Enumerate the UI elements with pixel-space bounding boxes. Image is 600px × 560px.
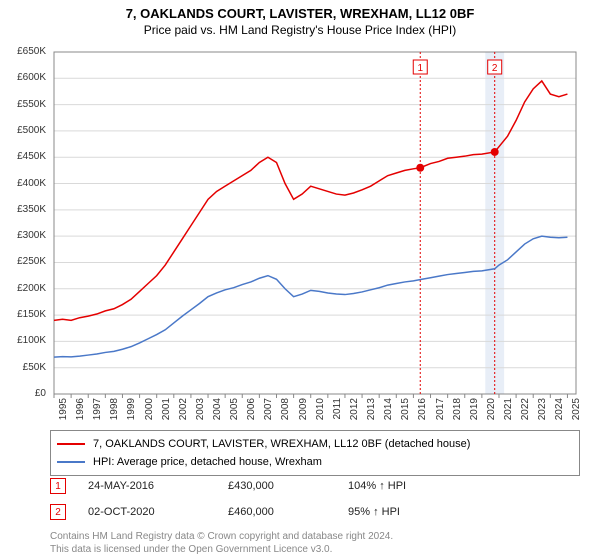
y-tick-label: £600K (0, 72, 46, 83)
x-tick-label: 2016 (417, 398, 428, 428)
chart-subtitle: Price paid vs. HM Land Registry's House … (0, 21, 600, 37)
sale-date: 02-OCT-2020 (88, 506, 228, 518)
chart-svg: 12 (50, 48, 580, 398)
x-tick-label: 2005 (229, 398, 240, 428)
legend-label: HPI: Average price, detached house, Wrex… (93, 456, 322, 468)
sale-pct: 104% ↑ HPI (348, 480, 488, 492)
y-tick-label: £50K (0, 362, 46, 373)
y-tick-label: £300K (0, 230, 46, 241)
sale-price: £430,000 (228, 480, 348, 492)
x-tick-label: 1995 (58, 398, 69, 428)
sale-pct: 95% ↑ HPI (348, 506, 488, 518)
x-tick-label: 2013 (366, 398, 377, 428)
x-tick-label: 2011 (332, 398, 343, 428)
x-tick-label: 2001 (161, 398, 172, 428)
x-tick-label: 2003 (195, 398, 206, 428)
x-tick-label: 2000 (144, 398, 155, 428)
sale-date: 24-MAY-2016 (88, 480, 228, 492)
y-tick-label: £400K (0, 178, 46, 189)
x-tick-label: 1997 (92, 398, 103, 428)
x-tick-label: 2015 (400, 398, 411, 428)
x-tick-label: 2002 (178, 398, 189, 428)
x-tick-label: 2017 (435, 398, 446, 428)
x-tick-label: 2022 (520, 398, 531, 428)
y-tick-label: £350K (0, 204, 46, 215)
x-tick-label: 2007 (263, 398, 274, 428)
sale-marker: 2 (50, 504, 66, 520)
price-chart: 12 (50, 48, 580, 398)
sale-row: 1 24-MAY-2016 £430,000 104% ↑ HPI (50, 478, 580, 494)
sale-marker: 1 (50, 478, 66, 494)
x-tick-label: 2006 (246, 398, 257, 428)
x-tick-label: 2018 (452, 398, 463, 428)
y-tick-label: £450K (0, 151, 46, 162)
x-tick-label: 2019 (469, 398, 480, 428)
x-tick-label: 2025 (571, 398, 582, 428)
y-tick-label: £100K (0, 335, 46, 346)
x-tick-label: 1996 (75, 398, 86, 428)
svg-text:2: 2 (492, 63, 498, 74)
y-tick-label: £500K (0, 125, 46, 136)
x-tick-label: 2014 (383, 398, 394, 428)
legend: 7, OAKLANDS COURT, LAVISTER, WREXHAM, LL… (50, 430, 580, 476)
x-tick-label: 2009 (298, 398, 309, 428)
x-tick-label: 1999 (126, 398, 137, 428)
x-tick-label: 2023 (537, 398, 548, 428)
legend-label: 7, OAKLANDS COURT, LAVISTER, WREXHAM, LL… (93, 438, 470, 450)
y-tick-label: £250K (0, 256, 46, 267)
x-tick-label: 2012 (349, 398, 360, 428)
legend-item: 7, OAKLANDS COURT, LAVISTER, WREXHAM, LL… (57, 435, 573, 453)
x-tick-label: 2020 (486, 398, 497, 428)
x-tick-label: 2004 (212, 398, 223, 428)
y-tick-label: £0 (0, 388, 46, 399)
x-tick-label: 2008 (280, 398, 291, 428)
sale-price: £460,000 (228, 506, 348, 518)
y-tick-label: £150K (0, 309, 46, 320)
x-tick-label: 2010 (315, 398, 326, 428)
y-tick-label: £200K (0, 283, 46, 294)
legend-swatch (57, 443, 85, 445)
y-tick-label: £550K (0, 99, 46, 110)
y-tick-label: £650K (0, 46, 46, 57)
footer-attribution: Contains HM Land Registry data © Crown c… (50, 531, 580, 556)
legend-item: HPI: Average price, detached house, Wrex… (57, 453, 573, 471)
chart-title: 7, OAKLANDS COURT, LAVISTER, WREXHAM, LL… (0, 0, 600, 21)
legend-swatch (57, 461, 85, 463)
x-tick-label: 1998 (109, 398, 120, 428)
svg-text:1: 1 (417, 63, 423, 74)
x-tick-label: 2024 (554, 398, 565, 428)
x-tick-label: 2021 (503, 398, 514, 428)
sale-row: 2 02-OCT-2020 £460,000 95% ↑ HPI (50, 504, 580, 520)
